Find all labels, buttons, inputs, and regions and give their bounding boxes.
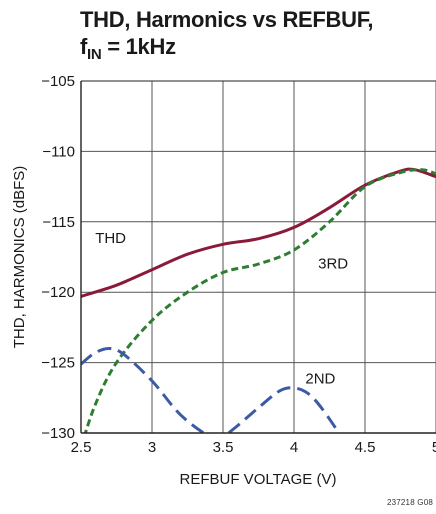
x-tick-label: 2.5 <box>71 439 92 456</box>
series-line-3rd <box>83 168 436 433</box>
x-tick-label: 5 <box>432 439 436 456</box>
x-tick-label: 3 <box>148 439 156 456</box>
x-axis-label: REFBUF VOLTAGE (V) <box>180 471 337 488</box>
grid <box>80 80 436 434</box>
title-line-1: THD, Harmonics vs REFBUF, <box>80 7 374 32</box>
series-label-2nd: 2ND <box>305 371 335 388</box>
series-label-thd: THD <box>95 230 126 247</box>
title-equals: = 1kHz <box>101 34 176 59</box>
tick-labels: −130 −125 −120 −115 −110 −105 2.5 3 3.5 4 4.5 5 <box>41 73 436 456</box>
title-subscript: IN <box>87 46 102 63</box>
title-f: f <box>80 34 88 59</box>
x-tick-label: 3.5 <box>213 439 234 456</box>
y-tick-label: −120 <box>41 284 75 301</box>
y-tick-label: −110 <box>42 143 75 160</box>
x-tick-label: 4.5 <box>355 439 376 456</box>
y-tick-label: −125 <box>41 355 75 372</box>
plot-frame <box>80 80 436 434</box>
series-line-thd <box>81 167 436 298</box>
x-tick-label: 4 <box>290 439 298 456</box>
y-tick-label: −105 <box>41 73 75 90</box>
chart-title: THD, Harmonics vs REFBUF, fIN = 1kHz <box>80 6 374 63</box>
series-line-2nd <box>81 346 341 433</box>
series-label-3rd: 3RD <box>318 255 348 272</box>
figure-id: 237218 G08 <box>386 498 433 507</box>
series-labels: THD 3RD 2ND <box>95 230 348 388</box>
series-group <box>81 167 436 433</box>
y-tick-label: −130 <box>41 425 75 442</box>
y-tick-label: −115 <box>42 214 75 231</box>
y-axis-label: THD, HARMONICS (dBFS) <box>11 166 28 349</box>
